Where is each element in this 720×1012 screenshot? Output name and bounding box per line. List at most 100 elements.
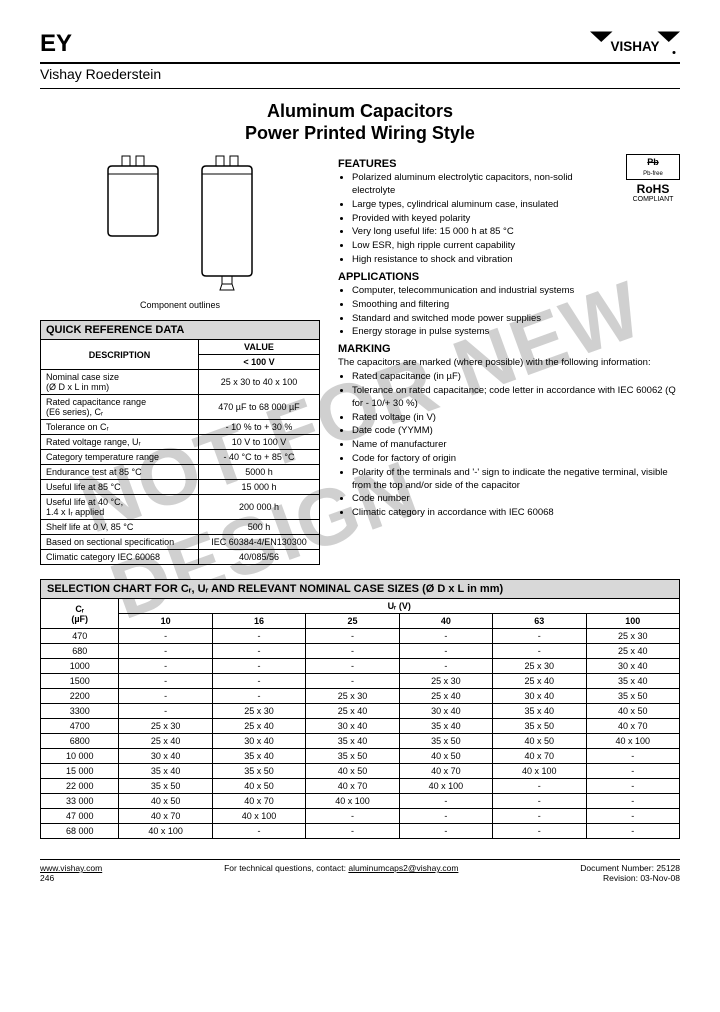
qrd-row: Shelf life at 0 V, 85 °C500 h [41,520,320,535]
sel-row: 3300-25 x 3025 x 4030 x 4035 x 4040 x 50 [41,704,680,719]
sel-cell: 40 x 70 [586,719,679,734]
sel-cell: 30 x 40 [399,704,492,719]
sel-cell: - [586,809,679,824]
sel-cell: 25 x 30 [212,704,305,719]
sel-cell: - [212,689,305,704]
sel-cell: - [399,629,492,644]
footer-page: 246 [40,873,54,883]
marking-intro: The capacitors are marked (where possibl… [338,357,680,368]
sel-cell: - [586,794,679,809]
sel-cr: 6800 [41,734,119,749]
sel-cell: 30 x 40 [586,659,679,674]
list-item: Code for factory of origin [352,453,680,466]
qrd-val: 5000 h [198,465,319,480]
list-item: Very long useful life: 15 000 h at 85 °C [352,226,680,239]
sel-cell: - [306,644,399,659]
qrd-table: DESCRIPTION VALUE < 100 V Nominal case s… [40,339,320,565]
sel-cell: 35 x 50 [586,689,679,704]
footer-rev: 03-Nov-08 [640,873,680,883]
qrd-val: 500 h [198,520,319,535]
sel-row: 68 00040 x 100----- [41,824,680,839]
sel-cell: 40 x 100 [212,809,305,824]
sel-cell: - [586,764,679,779]
footer-email[interactable]: aluminumcaps2@vishay.com [348,863,458,873]
qrd-val: 200 000 h [198,495,319,520]
qrd-desc: Shelf life at 0 V, 85 °C [41,520,199,535]
vishay-logo: VISHAY [590,30,680,60]
footer-url[interactable]: www.vishay.com [40,863,102,873]
list-item: Rated voltage (in V) [352,412,680,425]
applications-head: APPLICATIONS [338,271,680,283]
sel-cell: 40 x 70 [306,779,399,794]
sel-cell: 25 x 30 [306,689,399,704]
sel-cr: 4700 [41,719,119,734]
qrd-desc: Climatic category IEC 60068 [41,550,199,565]
sel-cell: 25 x 40 [119,734,212,749]
sel-cell: 40 x 50 [119,794,212,809]
sel-cr: 15 000 [41,764,119,779]
sel-cell: 35 x 50 [399,734,492,749]
qrd-val: 25 x 30 to 40 x 100 [198,370,319,395]
sel-cell: 35 x 40 [399,719,492,734]
sel-row: 1500---25 x 3025 x 4035 x 40 [41,674,680,689]
sel-cell: 40 x 50 [493,734,586,749]
qrd-desc: Category temperature range [41,450,199,465]
sel-cell: 40 x 50 [212,779,305,794]
footer-docnum: 25128 [656,863,680,873]
footer-tech-label: For technical questions, contact: [224,863,346,873]
svg-text:VISHAY: VISHAY [610,39,659,54]
sel-cell: - [306,824,399,839]
qrd-desc: Endurance test at 85 °C [41,465,199,480]
sel-cell: - [119,659,212,674]
qrd-row: Useful life at 40 °C, 1.4 x Iᵣ applied20… [41,495,320,520]
qrd-desc: Tolerance on Cᵣ [41,420,199,435]
list-item: Standard and switched mode power supplie… [352,313,680,326]
sel-cell: 35 x 40 [493,704,586,719]
qrd-value-head: VALUE [198,340,319,355]
sel-cell: - [399,659,492,674]
sel-row: 470025 x 3025 x 4030 x 4035 x 4035 x 504… [41,719,680,734]
sel-cell: 40 x 70 [212,794,305,809]
qrd-val: - 10 % to + 30 % [198,420,319,435]
sel-cell: - [212,644,305,659]
sel-cell: - [493,779,586,794]
sel-cell: 35 x 50 [212,764,305,779]
sel-row: 680025 x 4030 x 4035 x 4035 x 5040 x 504… [41,734,680,749]
sel-cell: 35 x 40 [306,734,399,749]
sel-cell: - [212,629,305,644]
sel-row: 1000----25 x 3030 x 40 [41,659,680,674]
qrd-row: Category temperature range- 40 °C to + 8… [41,450,320,465]
qrd-desc-head: DESCRIPTION [41,340,199,370]
qrd-voltage-head: < 100 V [198,355,319,370]
sel-row: 680-----25 x 40 [41,644,680,659]
compliant-text: COMPLIANT [626,196,680,203]
marking-head: MARKING [338,343,680,355]
list-item: Climatic category in accordance with IEC… [352,507,680,520]
sel-cell: - [399,644,492,659]
list-item: Smoothing and filtering [352,299,680,312]
sel-cell: 25 x 40 [306,704,399,719]
sel-cell: 40 x 50 [399,749,492,764]
sel-cell: - [119,674,212,689]
sel-volt-head: 100 [586,614,679,629]
sel-cell: - [119,644,212,659]
sel-cell: 40 x 100 [119,824,212,839]
selection-table: Cᵣ (µF) Uᵣ (V) 1016254063100 470-----25 … [40,598,680,839]
sel-cell: - [306,629,399,644]
sel-cell: 25 x 30 [586,629,679,644]
sel-cell: 25 x 30 [399,674,492,689]
sel-cell: - [586,749,679,764]
title-line1: Aluminum Capacitors [40,101,680,123]
qrd-row: Based on sectional specificationIEC 6038… [41,535,320,550]
sel-volt-head: 10 [119,614,212,629]
sel-volt-head: 63 [493,614,586,629]
sel-cell: 35 x 50 [493,719,586,734]
sel-cell: 40 x 100 [586,734,679,749]
qrd-row: Rated voltage range, Uᵣ10 V to 100 V [41,435,320,450]
brand-subhead: Vishay Roederstein [40,64,680,89]
sel-cell: 30 x 40 [493,689,586,704]
sel-cell: - [119,629,212,644]
qrd-val: IEC 60384-4/EN130300 [198,535,319,550]
footer: www.vishay.com 246 For technical questio… [40,859,680,883]
capacitor-outline-short-icon [98,154,168,244]
